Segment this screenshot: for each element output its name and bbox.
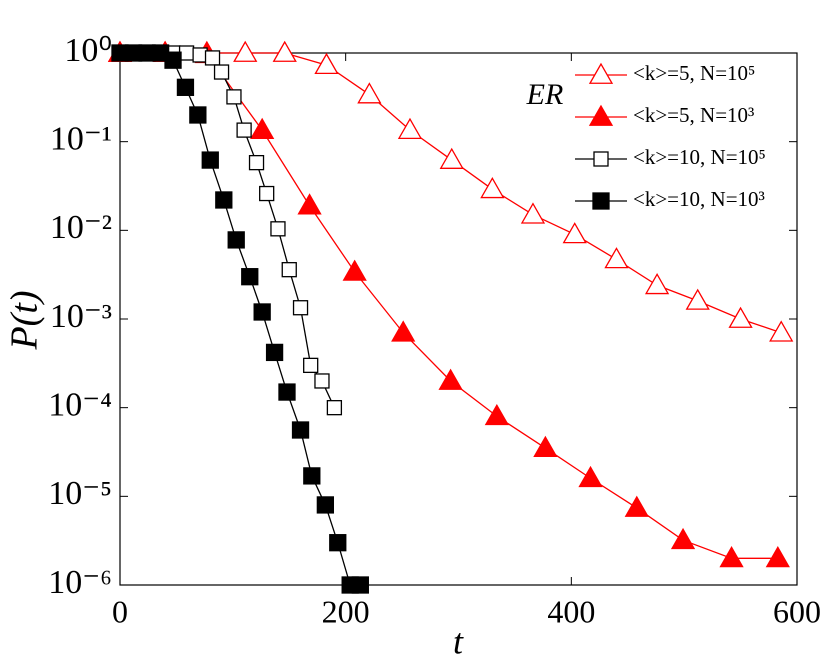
legend-marker	[588, 104, 614, 126]
data-point	[215, 191, 233, 209]
data-point	[728, 306, 753, 328]
legend-marker	[593, 151, 609, 167]
data-point	[438, 368, 463, 390]
data-point	[176, 78, 195, 96]
y-tick-label: 10⁰	[64, 32, 112, 69]
plot-frame	[119, 52, 798, 586]
data-point	[329, 534, 347, 552]
data-point	[624, 495, 649, 517]
data-point	[204, 50, 221, 66]
data-point	[253, 303, 271, 321]
data-point	[227, 231, 245, 249]
legend-marker	[592, 192, 610, 210]
legend-label: <k>=5, N=10³	[633, 103, 754, 127]
y-axis-label: P(t)	[4, 290, 46, 350]
x-tick-label: 200	[322, 593, 370, 629]
data-point	[303, 357, 319, 374]
data-point	[226, 89, 242, 105]
data-point	[281, 262, 297, 278]
data-point	[391, 320, 416, 342]
data-point	[292, 300, 309, 316]
data-point	[765, 545, 790, 568]
data-point	[719, 545, 744, 568]
legend-label: <k>=10, N=10³	[633, 187, 765, 211]
x-tick-label: 400	[547, 593, 595, 629]
annotation: ER	[526, 78, 564, 111]
data-point	[189, 106, 207, 124]
data-point	[685, 288, 710, 310]
y-tick-label: 10⁻²	[50, 209, 112, 246]
data-point	[397, 117, 423, 140]
x-tick-label: 600	[773, 593, 821, 629]
data-point	[241, 268, 259, 286]
data-point	[439, 147, 464, 169]
data-point	[562, 222, 587, 244]
series-line	[120, 52, 778, 559]
data-point	[533, 435, 558, 457]
data-point	[769, 320, 794, 342]
y-tick-label: 10⁻³	[50, 298, 112, 335]
data-point	[291, 421, 310, 439]
data-point	[164, 51, 182, 69]
legend-label: <k>=10, N=10⁵	[633, 145, 766, 169]
data-point	[236, 122, 252, 138]
data-point	[213, 64, 230, 80]
data-point	[265, 343, 284, 362]
data-point	[259, 185, 275, 202]
data-point	[520, 202, 546, 224]
data-point	[314, 373, 330, 389]
y-tick-label: 10⁻⁵	[48, 475, 112, 512]
y-tick-label: 10⁻¹	[50, 120, 112, 157]
x-tick-label: 0	[112, 593, 128, 629]
y-tick-label: 10⁻⁴	[48, 386, 112, 423]
data-point	[342, 259, 367, 281]
x-axis-label: t	[453, 621, 464, 661]
data-point	[233, 40, 258, 62]
data-point	[278, 383, 296, 401]
data-point	[270, 221, 286, 237]
data-point	[297, 193, 322, 215]
data-point	[604, 247, 629, 269]
data-point	[326, 400, 343, 416]
legend-marker	[588, 62, 614, 84]
legend-label: <k>=5, N=10⁵	[633, 61, 755, 85]
data-point	[201, 151, 219, 169]
data-point	[484, 403, 509, 426]
data-point	[316, 496, 335, 514]
y-tick-label: 10⁻⁶	[48, 564, 112, 601]
data-point	[303, 467, 321, 485]
data-point	[578, 465, 603, 488]
data-point	[314, 52, 339, 75]
data-point	[272, 40, 297, 62]
data-point	[670, 527, 696, 550]
data-point	[480, 177, 505, 199]
data-point	[250, 117, 275, 140]
data-point	[351, 576, 369, 594]
data-point	[248, 154, 265, 171]
data-point	[644, 272, 670, 295]
data-point	[357, 82, 382, 104]
series-line	[120, 52, 335, 408]
